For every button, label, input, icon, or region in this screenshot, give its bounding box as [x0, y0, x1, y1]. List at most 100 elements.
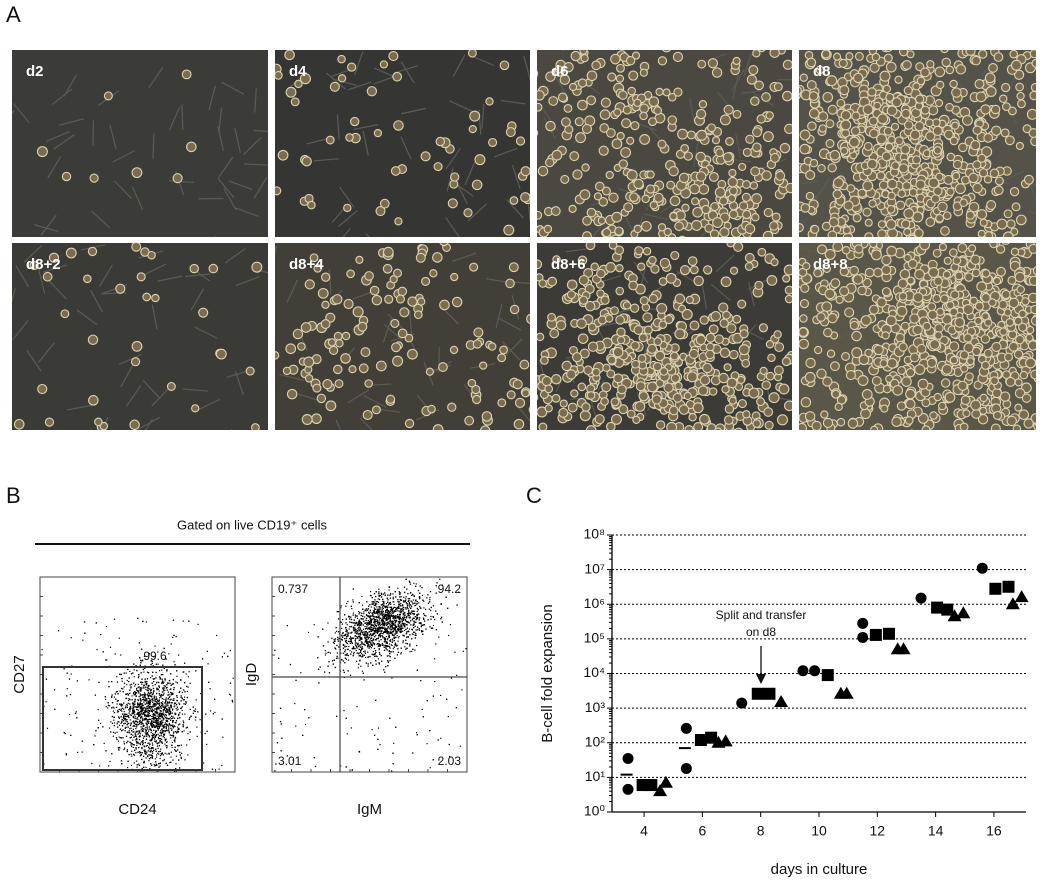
cell: [681, 203, 690, 212]
event: [158, 745, 161, 747]
event: [162, 754, 165, 756]
event: [186, 685, 188, 688]
event: [184, 691, 186, 693]
cell: [555, 320, 567, 331]
cell: [581, 123, 592, 134]
event: [161, 728, 163, 730]
event: [130, 753, 132, 755]
event: [132, 703, 134, 706]
event: [151, 733, 154, 735]
cell: [538, 279, 547, 288]
cell: [885, 92, 895, 102]
cell: [637, 262, 646, 271]
cell: [825, 139, 835, 149]
cell: [762, 230, 774, 237]
cell: [898, 50, 909, 57]
cell: [577, 333, 589, 344]
event: [132, 711, 134, 713]
cell: [613, 373, 624, 384]
cell: [985, 86, 997, 97]
event: [157, 752, 159, 754]
cell: [886, 357, 898, 369]
cell: [830, 361, 840, 372]
event: [125, 697, 128, 700]
fibroblast: [169, 106, 181, 131]
event: [152, 749, 155, 751]
event: [76, 680, 79, 682]
event: [164, 689, 166, 691]
event: [163, 724, 165, 726]
event: [145, 694, 147, 696]
cell: [718, 196, 729, 206]
event: [141, 704, 143, 707]
cell: [689, 183, 701, 195]
event: [126, 731, 128, 733]
cell: [948, 341, 960, 352]
fibroblast: [445, 217, 460, 237]
cell: [357, 321, 368, 332]
fibroblast: [26, 350, 42, 372]
event: [151, 752, 154, 754]
event: [143, 671, 145, 673]
event: [136, 766, 138, 768]
event: [140, 716, 142, 719]
fibroblast: [131, 186, 144, 210]
cell: [832, 243, 844, 252]
cell: [626, 409, 636, 419]
cell: [447, 402, 457, 412]
event: [194, 708, 197, 710]
fibroblast: [90, 210, 111, 229]
event: [174, 737, 177, 739]
cell: [541, 34, 549, 42]
event: [183, 662, 186, 664]
cell: [864, 218, 873, 227]
cell: [558, 407, 569, 418]
event: [123, 686, 125, 688]
cell: [390, 318, 400, 328]
cell: [399, 307, 410, 318]
cell: [886, 205, 896, 214]
cell: [1018, 309, 1027, 319]
cell: [334, 379, 344, 389]
cell: [60, 309, 70, 319]
cell: [827, 104, 838, 115]
cell: [610, 53, 621, 65]
cell: [512, 437, 521, 446]
cell: [615, 286, 625, 296]
cell: [989, 243, 998, 249]
micrograph: [275, 243, 530, 446]
cell: [677, 128, 689, 140]
event: [110, 731, 112, 733]
event: [161, 691, 164, 693]
event: [139, 742, 142, 744]
fibroblast: [701, 284, 708, 310]
cell: [864, 348, 873, 358]
cell: [566, 369, 577, 380]
event: [147, 719, 149, 721]
fibroblast: [221, 81, 245, 95]
cell: [978, 50, 988, 59]
fibroblast: [517, 405, 530, 422]
cell: [700, 456, 708, 464]
cell: [913, 228, 924, 237]
event: [149, 714, 151, 717]
cell: [346, 269, 355, 279]
event: [116, 676, 118, 678]
cell: [958, 142, 968, 153]
cell: [392, 355, 404, 367]
cell: [946, 187, 955, 196]
cell: [538, 422, 548, 430]
cell: [709, 229, 720, 237]
cell: [646, 435, 655, 444]
cell: [742, 441, 749, 448]
event: [146, 700, 148, 702]
cell: [869, 62, 880, 73]
cell: [537, 70, 539, 77]
cell: [934, 66, 946, 78]
cell: [1029, 50, 1036, 59]
cell: [968, 201, 980, 213]
cell: [48, 252, 60, 263]
event: [144, 682, 146, 684]
cell: [130, 357, 141, 367]
cell: [708, 387, 718, 396]
